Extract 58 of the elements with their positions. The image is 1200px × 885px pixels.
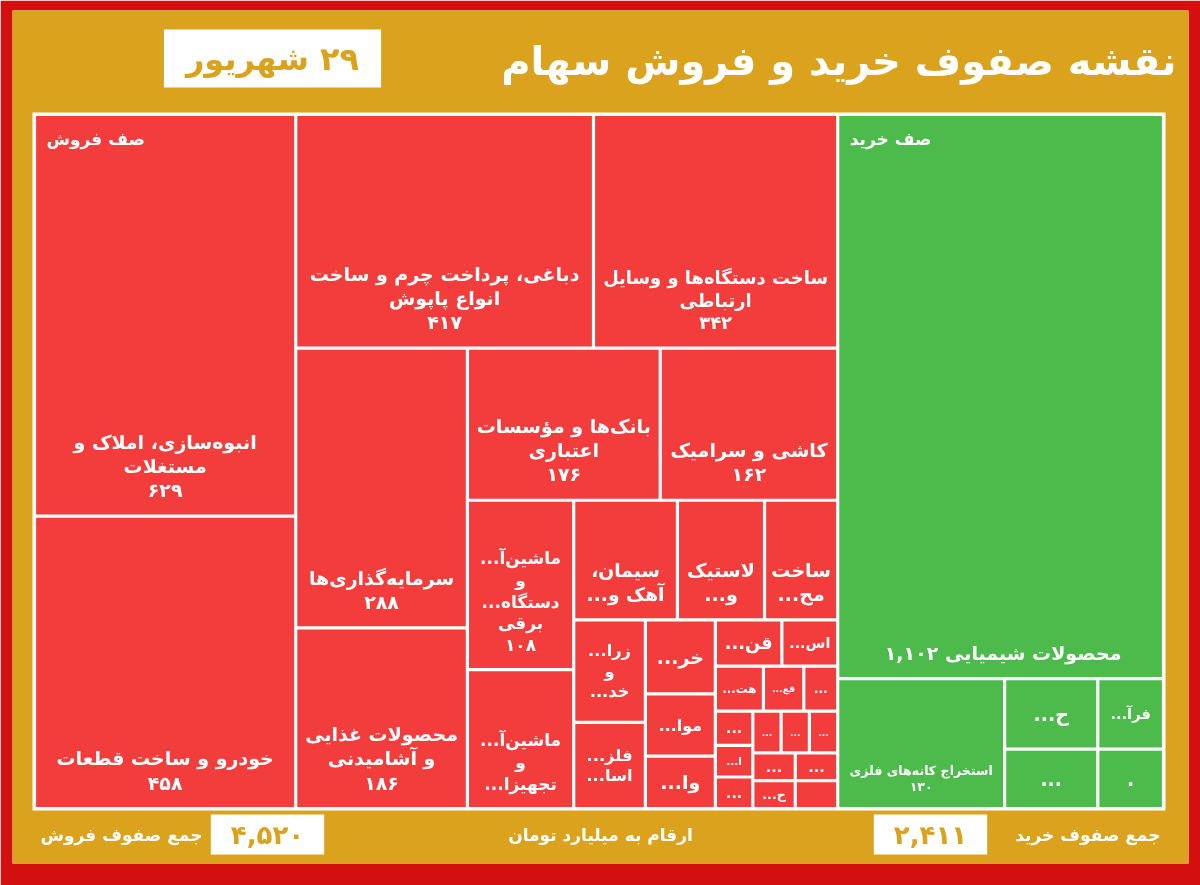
category-label: محصولات غذایی و آشامیدنی (305, 723, 458, 771)
category-label: سیمان، آهک و... (586, 559, 666, 606)
category-label: ... (818, 726, 829, 738)
text: ۲,۴۱۱ (893, 819, 968, 850)
data-label: ۲۸۸ (364, 591, 400, 614)
category-label: ... (790, 726, 801, 738)
category-label: موا... (658, 715, 702, 735)
category-label: فلز... اسا... (586, 745, 633, 786)
category-label: ... (726, 784, 743, 801)
category-label: دباغی، پرداخت چرم و ساخت انواع پاپوش (309, 262, 580, 310)
data-label: ۱۸۶ (364, 771, 399, 794)
category-label: ... (726, 720, 743, 737)
text: ارقام به میلیارد تومان (508, 824, 693, 846)
category-label: فع... (771, 683, 796, 696)
category-label: لاستیک و... (687, 558, 755, 607)
category-label: قن... (724, 632, 773, 655)
data-label: ۱,۱۰۲ (884, 641, 939, 664)
category-label: سرمایه‌گذاری‌ها (308, 566, 455, 590)
category-label: ماشین‌آ... و تجهیزا... (480, 729, 562, 795)
category-label: استخراج کانه‌های فلزی (849, 763, 993, 780)
category-label: اس... (789, 634, 831, 651)
category-label: خر... (656, 645, 704, 669)
category-label: ماشین‌آ... و دستگاه... برقی (480, 546, 562, 635)
category-label: ساخت دستگاه‌ها و وسایل ارتباطی (603, 266, 829, 311)
series-label: صف فروش (46, 128, 145, 150)
series-label: صف خرید (849, 128, 932, 150)
category-label: فرآ... (1110, 705, 1151, 724)
text: نقشه صفوف خرید و فروش سهام (501, 37, 1177, 85)
category-label: خودرو و ساخت قطعات (56, 747, 274, 771)
category-label: هت... (722, 681, 757, 696)
category-label: . (1127, 767, 1135, 790)
category-label: ... (765, 758, 783, 775)
data-label: ۴۱۷ (427, 311, 463, 334)
category-label: وا... (660, 771, 701, 795)
category-label: ح... (762, 787, 787, 803)
text: ۲۹ شهریور (183, 39, 360, 78)
data-label: ۱۰۸ (504, 635, 537, 656)
category-label: کاشی و سرامیک (670, 439, 829, 463)
category-label: ... (813, 681, 828, 696)
category-label: محصولات شیمیایی (945, 641, 1122, 665)
data-label: ۴۵۸ (147, 771, 183, 794)
category-label: بانک‌ها و مؤسسات اعتباری (476, 414, 651, 463)
text: ۴,۵۲۰ (230, 819, 305, 850)
data-label: ۱۳۰ (909, 779, 933, 795)
text: جمع صفوف فروش (40, 824, 203, 846)
category-label: انبوه‌سازی، املاک و مستغلات (72, 430, 257, 478)
category-label: ا... (726, 755, 742, 768)
data-label: ۶۲۹ (147, 479, 183, 502)
category-label: زرا... و خد... (588, 640, 631, 702)
category-label: ... (1040, 767, 1063, 790)
data-label: ۱۷۶ (546, 463, 582, 486)
data-label: ۳۴۲ (699, 312, 733, 334)
category-label: ساخت مح... (771, 558, 831, 607)
category-label: ... (761, 726, 773, 738)
category-label: ح... (1033, 702, 1070, 726)
category-label: ... (808, 758, 825, 775)
text: جمع صفوف خرید (1015, 824, 1161, 846)
data-label: ۱۶۲ (731, 463, 767, 486)
